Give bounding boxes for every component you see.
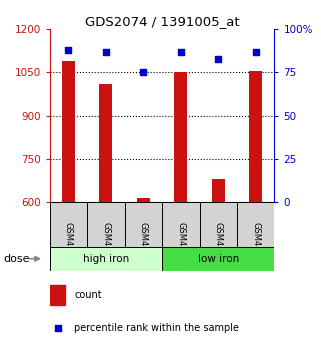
- Text: GSM41989: GSM41989: [64, 222, 73, 267]
- Text: GSM41991: GSM41991: [139, 222, 148, 267]
- Bar: [50, 285, 65, 305]
- Text: GSM41993: GSM41993: [214, 222, 223, 267]
- Text: low iron: low iron: [198, 254, 239, 264]
- Text: dose: dose: [3, 254, 30, 264]
- Point: [55, 325, 60, 330]
- Point: [178, 49, 183, 55]
- Point: [253, 49, 258, 55]
- Point: [66, 47, 71, 53]
- Bar: [87, 202, 125, 247]
- Text: count: count: [74, 290, 102, 300]
- Text: high iron: high iron: [83, 254, 129, 264]
- Point: [141, 70, 146, 75]
- Bar: [50, 202, 87, 247]
- Text: GSM41994: GSM41994: [251, 222, 260, 267]
- Bar: [125, 202, 162, 247]
- Bar: [100, 84, 112, 202]
- Bar: [162, 202, 200, 247]
- Bar: [212, 179, 225, 202]
- Point: [216, 56, 221, 61]
- Text: percentile rank within the sample: percentile rank within the sample: [74, 323, 239, 333]
- Bar: [162, 247, 274, 271]
- Text: GSM41990: GSM41990: [101, 222, 110, 267]
- Bar: [50, 247, 162, 271]
- Bar: [249, 71, 262, 202]
- Text: GSM41992: GSM41992: [176, 222, 185, 267]
- Bar: [62, 61, 75, 202]
- Point: [103, 49, 108, 55]
- Bar: [174, 72, 187, 202]
- Title: GDS2074 / 1391005_at: GDS2074 / 1391005_at: [85, 15, 239, 28]
- Bar: [200, 202, 237, 247]
- Bar: [137, 197, 150, 202]
- Bar: [237, 202, 274, 247]
